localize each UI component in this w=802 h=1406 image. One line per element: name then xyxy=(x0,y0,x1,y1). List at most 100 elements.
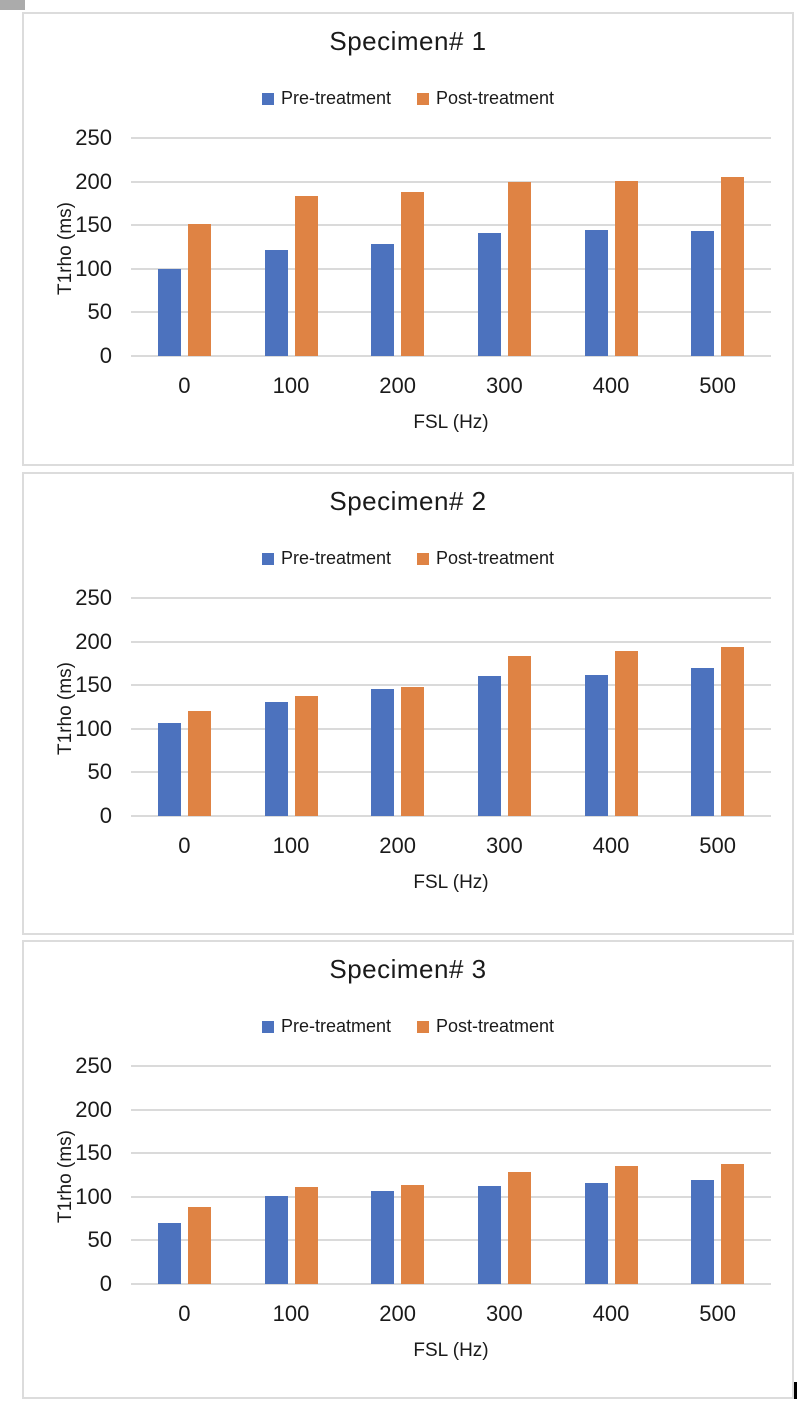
x-tick-label-0: 0 xyxy=(178,833,191,858)
bar-pre-treatment-0 xyxy=(157,722,181,816)
bar-pre-treatment-200 xyxy=(371,1190,395,1284)
bar-pre-treatment-400 xyxy=(584,674,608,816)
chart-legend: Pre-treatment Post-treatment xyxy=(24,548,792,569)
bar-post-treatment-500 xyxy=(721,177,745,356)
gridline-250 xyxy=(131,137,771,139)
bar-pre-treatment-200 xyxy=(371,688,395,816)
x-tick-label-300: 300 xyxy=(485,833,523,858)
text-cursor xyxy=(794,1382,797,1399)
gridline-250 xyxy=(131,597,771,599)
gridline-200 xyxy=(131,640,771,643)
legend-label-post-treatment: Post-treatment xyxy=(436,548,555,568)
x-axis-title: FSL (Hz) xyxy=(413,412,489,433)
y-tick-label-50: 50 xyxy=(87,1227,112,1253)
bar-post-treatment-200 xyxy=(401,686,425,816)
x-axis-title: FSL (Hz) xyxy=(413,872,489,893)
y-tick-label-50: 50 xyxy=(87,759,112,785)
legend-item-post-treatment: Post-treatment xyxy=(417,88,554,109)
y-axis-tick-labels: 0 50 100 150 200 250 xyxy=(24,1055,112,1295)
x-tick-label-400: 400 xyxy=(592,1301,630,1326)
y-tick-label-50: 50 xyxy=(87,299,112,325)
gridline-150 xyxy=(131,1152,771,1155)
y-tick-label-0: 0 xyxy=(99,343,112,368)
y-tick-label-100: 100 xyxy=(75,255,112,281)
bar-post-treatment-400 xyxy=(614,1166,638,1284)
chart-legend: Pre-treatment Post-treatment xyxy=(24,88,792,109)
legend-item-post-treatment: Post-treatment xyxy=(417,1016,554,1037)
bar-pre-treatment-100 xyxy=(264,249,288,356)
bar-pre-treatment-400 xyxy=(584,230,608,356)
y-tick-label-150: 150 xyxy=(75,212,112,238)
y-tick-label-100: 100 xyxy=(75,1183,112,1209)
window-corner-fragment xyxy=(0,0,25,10)
legend-swatch-post-icon xyxy=(417,1020,429,1033)
chart-panel-specimen-3[interactable]: Specimen# 3 Pre-treatment Post-treatment… xyxy=(22,940,794,1399)
bar-post-treatment-400 xyxy=(614,180,638,356)
bar-pre-treatment-300 xyxy=(477,1186,501,1284)
y-tick-label-0: 0 xyxy=(99,803,112,828)
x-tick-label-200: 200 xyxy=(379,373,417,398)
y-tick-label-150: 150 xyxy=(75,1140,112,1166)
bar-pre-treatment-100 xyxy=(264,701,288,816)
x-axis-tick-labels: 0 100 200 300 400 500 xyxy=(131,833,771,862)
y-axis-tick-labels: 0 50 100 150 200 250 xyxy=(24,587,112,827)
x-tick-label-300: 300 xyxy=(485,1301,523,1326)
bar-post-treatment-300 xyxy=(507,1172,531,1284)
bar-post-treatment-400 xyxy=(614,651,638,816)
chart-title: Specimen# 3 xyxy=(329,954,487,984)
y-tick-label-250: 250 xyxy=(75,1053,112,1078)
gridline-0 xyxy=(131,815,771,817)
x-axis-tick-labels: 0 100 200 300 400 500 xyxy=(131,1301,771,1330)
y-tick-label-250: 250 xyxy=(75,125,112,150)
y-tick-label-250: 250 xyxy=(75,585,112,610)
gridline-50 xyxy=(131,1239,771,1242)
bar-post-treatment-0 xyxy=(187,710,211,816)
plot-area xyxy=(131,137,771,357)
x-tick-label-500: 500 xyxy=(699,833,737,858)
x-tick-label-0: 0 xyxy=(178,1301,191,1326)
x-tick-label-100: 100 xyxy=(272,373,310,398)
chart-legend: Pre-treatment Post-treatment xyxy=(24,1016,792,1037)
bar-pre-treatment-200 xyxy=(371,244,395,356)
legend-swatch-post-icon xyxy=(417,92,429,105)
chart-panel-specimen-1[interactable]: Specimen# 1 Pre-treatment Post-treatment… xyxy=(22,12,794,466)
bar-post-treatment-100 xyxy=(294,1187,318,1284)
x-axis-tick-labels: 0 100 200 300 400 500 xyxy=(131,373,771,402)
x-tick-label-400: 400 xyxy=(592,373,630,398)
x-tick-label-500: 500 xyxy=(699,1301,737,1326)
bar-post-treatment-500 xyxy=(721,1163,745,1284)
gridline-150 xyxy=(131,224,771,227)
bar-pre-treatment-500 xyxy=(691,231,715,356)
gridline-100 xyxy=(131,727,771,730)
x-tick-label-500: 500 xyxy=(699,373,737,398)
gridline-50 xyxy=(131,771,771,774)
x-tick-label-100: 100 xyxy=(272,833,310,858)
gridline-250 xyxy=(131,1065,771,1067)
gridline-200 xyxy=(131,180,771,183)
legend-swatch-post-icon xyxy=(417,552,429,565)
bar-post-treatment-100 xyxy=(294,695,318,816)
legend-item-pre-treatment: Pre-treatment xyxy=(261,1016,391,1037)
legend-label-post-treatment: Post-treatment xyxy=(436,88,555,108)
y-axis-tick-labels: 0 50 100 150 200 250 xyxy=(24,127,112,367)
legend-label-pre-treatment: Pre-treatment xyxy=(280,88,391,108)
plot-area xyxy=(131,1065,771,1285)
y-tick-label-200: 200 xyxy=(75,168,112,194)
bar-post-treatment-500 xyxy=(721,646,745,816)
gridline-0 xyxy=(131,1283,771,1285)
chart-panel-specimen-2[interactable]: Specimen# 2 Pre-treatment Post-treatment… xyxy=(22,472,794,935)
bar-post-treatment-300 xyxy=(507,182,531,356)
bar-post-treatment-0 xyxy=(187,1207,211,1284)
x-axis-title: FSL (Hz) xyxy=(413,1340,489,1361)
gridline-100 xyxy=(131,267,771,270)
gridline-50 xyxy=(131,311,771,314)
bar-post-treatment-0 xyxy=(187,224,211,356)
y-tick-label-200: 200 xyxy=(75,628,112,654)
y-tick-label-0: 0 xyxy=(99,1271,112,1296)
legend-item-post-treatment: Post-treatment xyxy=(417,548,554,569)
bar-pre-treatment-100 xyxy=(264,1195,288,1284)
bar-pre-treatment-500 xyxy=(691,667,715,816)
legend-swatch-pre-icon xyxy=(261,1020,274,1033)
bar-pre-treatment-500 xyxy=(691,1180,715,1284)
gridline-200 xyxy=(131,1108,771,1111)
